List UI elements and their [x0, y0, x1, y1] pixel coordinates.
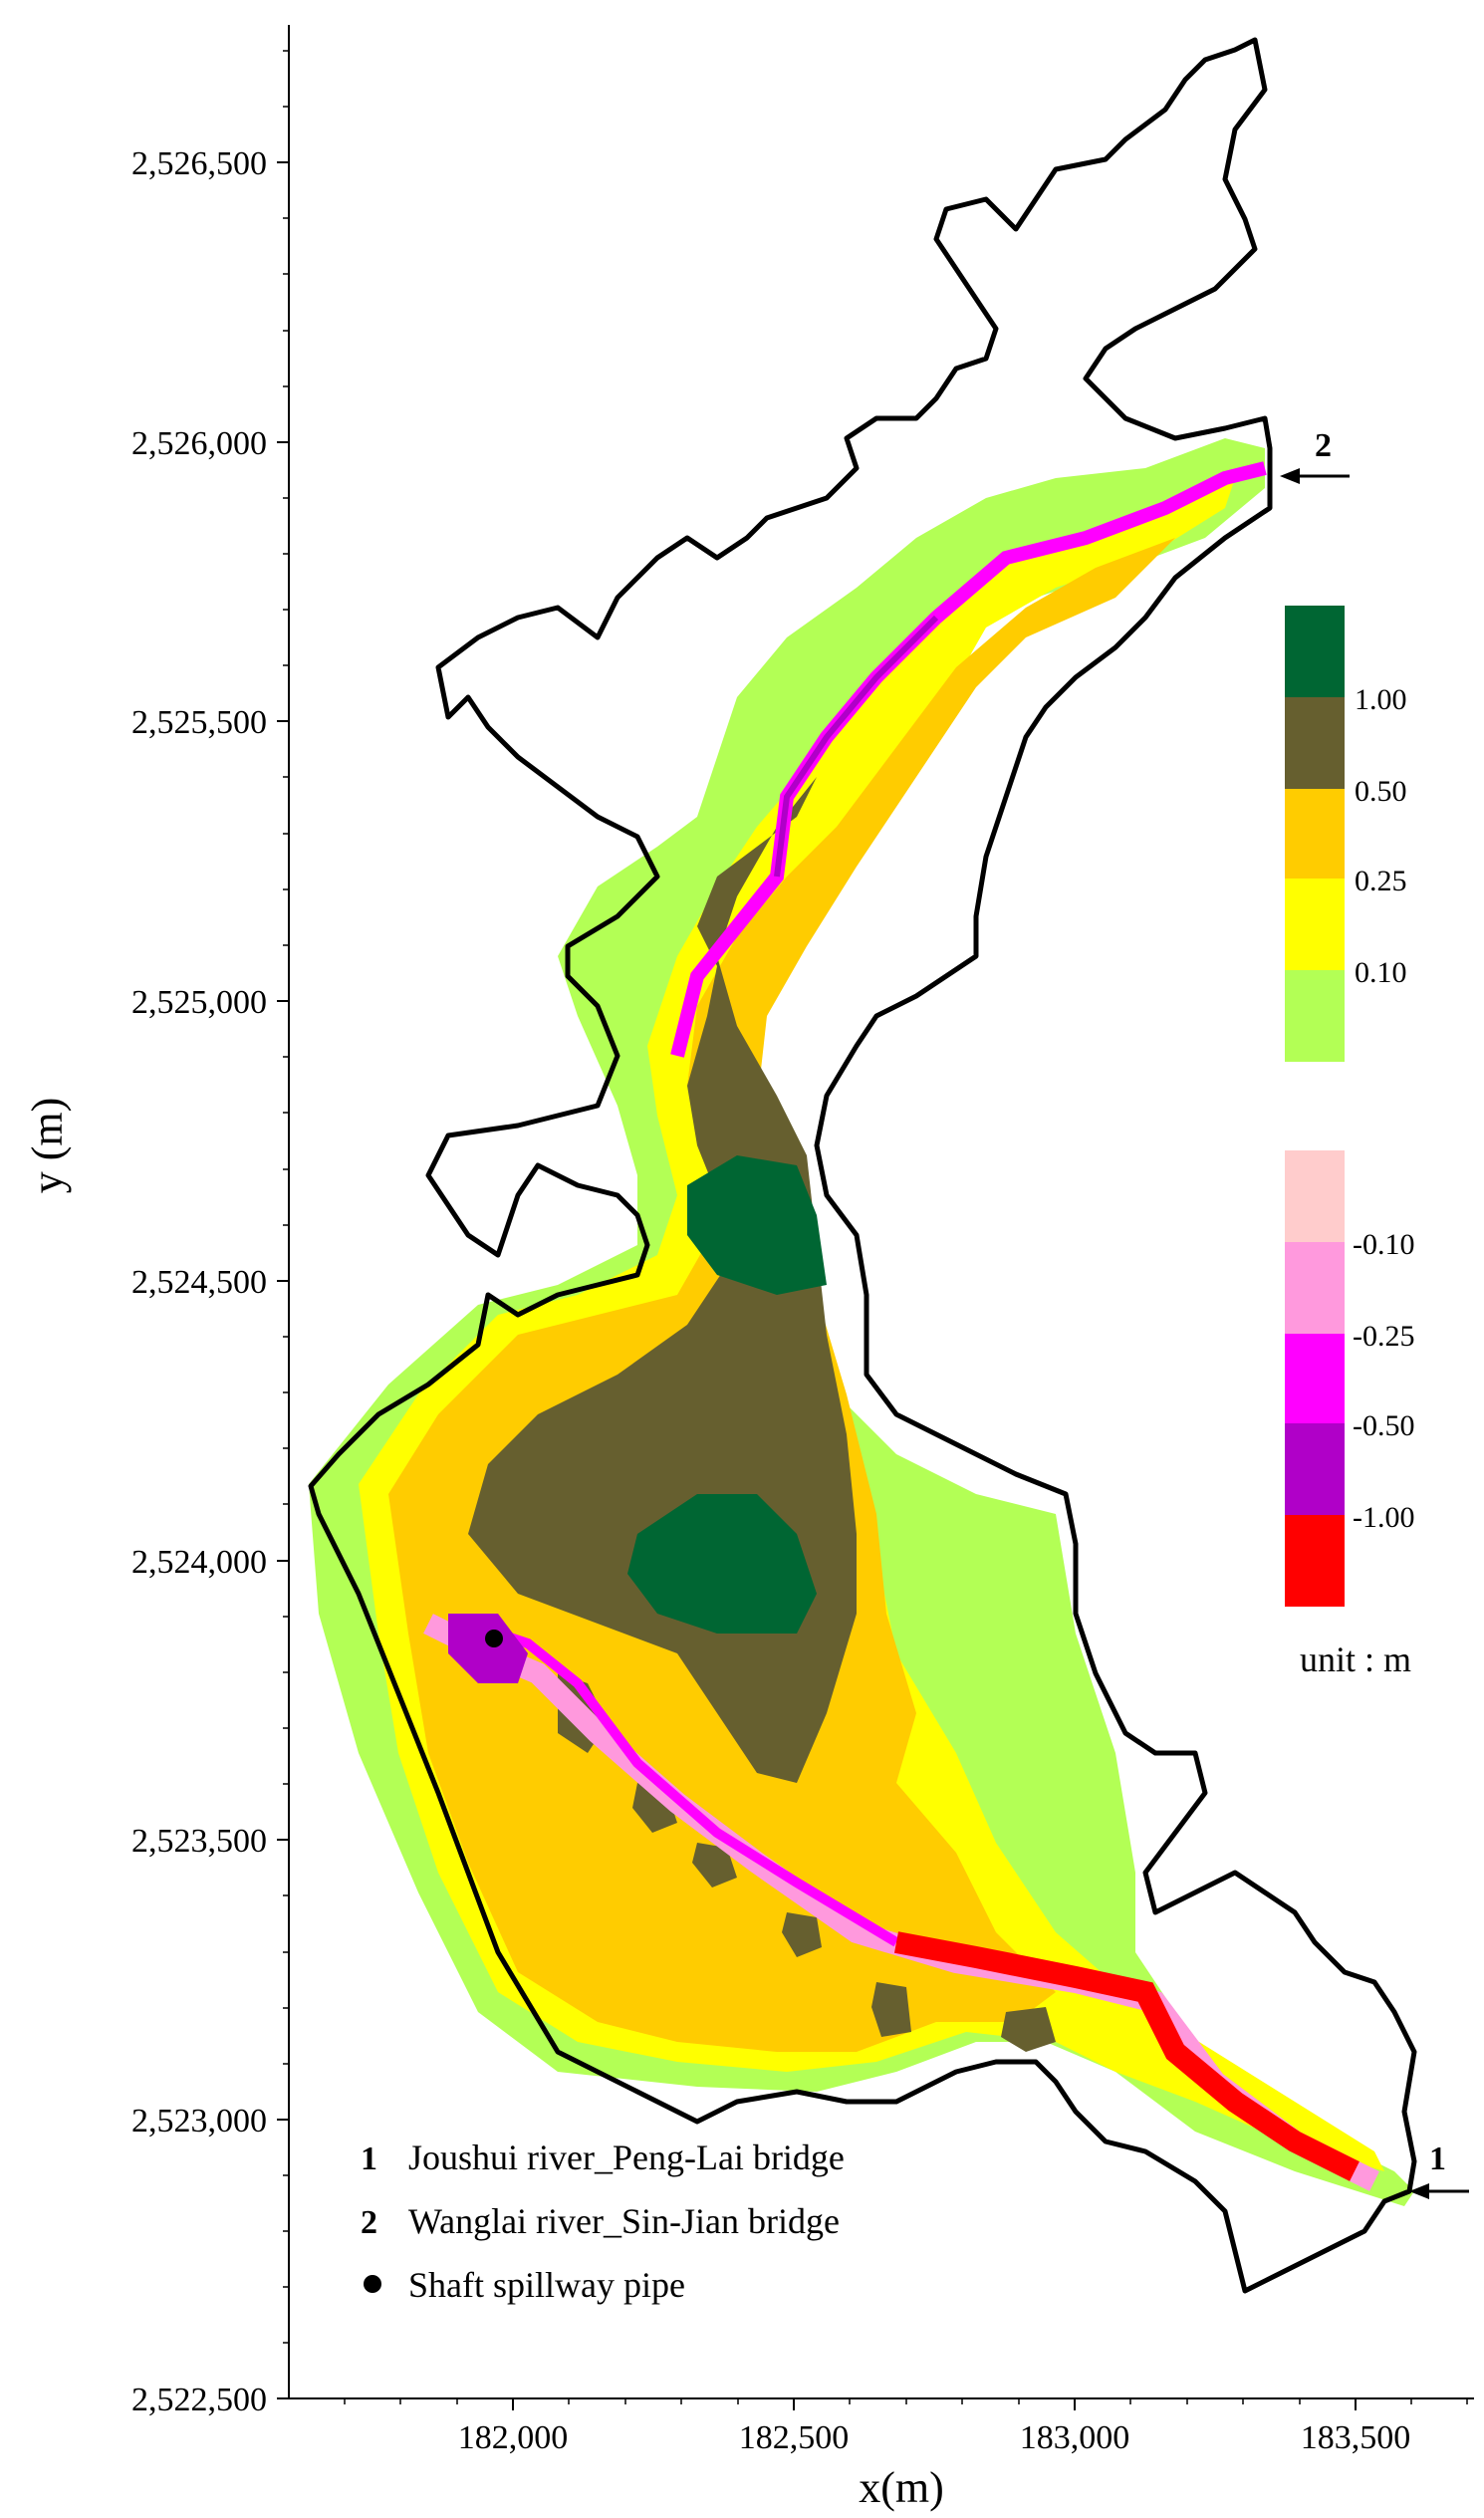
zone-olive-islands — [558, 1673, 1056, 2052]
marker-2-number: 2 — [1315, 427, 1332, 464]
y-tick-label: 2,524,000 — [131, 1544, 267, 1581]
contour-fill — [309, 438, 1414, 2206]
x-tick-label: 183,000 — [1020, 2419, 1130, 2456]
marker-1-number: 1 — [1429, 2140, 1446, 2177]
legend-label: 0.25 — [1355, 865, 1407, 897]
legend-label: -0.10 — [1353, 1228, 1415, 1261]
zone-upper-channel-dark — [774, 615, 939, 878]
y-tick-label: 2,526,000 — [131, 425, 267, 462]
y-tick-label: 2,523,500 — [131, 1823, 267, 1860]
unit-label: unit : m — [1300, 1639, 1411, 1679]
x-tick-label: 182,500 — [739, 2419, 850, 2456]
note-symbol: 2 — [361, 2204, 377, 2241]
y-axis-title: y (m) — [23, 1098, 72, 1194]
reservoir-outline — [308, 37, 1417, 2294]
zone-dark-green-2 — [627, 1494, 817, 1634]
zone-channel-purple — [448, 1614, 528, 1683]
note-text: Joushui river_Peng-Lai bridge — [408, 2138, 845, 2177]
legend-swatch — [1285, 879, 1345, 970]
legend-swatch — [1285, 1515, 1345, 1607]
y-tick-label: 2,525,500 — [131, 704, 267, 741]
arrow-head-icon — [1409, 2183, 1429, 2199]
x-ticks — [512, 2398, 1357, 2410]
y-tick-label: 2,526,500 — [131, 145, 267, 182]
legend-swatch — [1285, 1423, 1345, 1515]
note-text: Wanglai river_Sin-Jian bridge — [408, 2201, 840, 2241]
notes-legend: 1 Joushui river_Peng-Lai bridge 2 Wangla… — [361, 2138, 845, 2305]
legend-label: 0.50 — [1355, 775, 1407, 808]
legend-swatch — [1285, 1150, 1345, 1242]
shaft-spillway-dot-icon — [485, 1630, 503, 1647]
zone-dark-green — [687, 1155, 827, 1295]
zone-channel-red — [893, 1931, 1360, 2181]
y-tick-label: 2,523,000 — [131, 2103, 267, 2140]
marker-1: 1 — [1409, 2140, 1469, 2199]
legend-label: -0.25 — [1353, 1320, 1415, 1353]
legend-swatch — [1285, 697, 1345, 789]
x-tick-label: 183,500 — [1301, 2419, 1411, 2456]
legend-label: -0.50 — [1353, 1409, 1415, 1442]
y-tick-label: 2,525,000 — [131, 984, 267, 1021]
x-tick-label: 182,000 — [458, 2419, 569, 2456]
y-tick-label: 2,522,500 — [131, 2382, 267, 2418]
marker-2: 2 — [1280, 427, 1350, 484]
legend-swatch — [1285, 789, 1345, 879]
legend-swatch — [1285, 1242, 1345, 1334]
y-minor-ticks — [283, 50, 289, 2344]
y-tick-label: 2,524,500 — [131, 1264, 267, 1301]
y-ticks — [277, 161, 289, 2399]
y-tick-labels: 2,526,500 2,526,000 2,525,500 2,525,000 … — [131, 145, 267, 2418]
zone-channel-magenta — [466, 1619, 899, 1947]
x-tick-labels: 182,000 182,500 183,000 183,500 — [458, 2419, 1411, 2456]
shaft-spillway-legend-icon — [364, 2275, 381, 2293]
note-text: Shaft spillway pipe — [408, 2265, 685, 2305]
legend-swatch — [1285, 606, 1345, 697]
x-axis-title: x(m) — [859, 2463, 944, 2512]
legend-label: 1.00 — [1355, 683, 1407, 716]
legend-negative: -0.10 -0.25 -0.50 -1.00 — [1285, 1150, 1415, 1607]
axes — [288, 25, 1474, 2399]
arrow-head-icon — [1280, 468, 1300, 484]
legend-swatch — [1285, 1334, 1345, 1423]
legend-swatch — [1285, 970, 1345, 1062]
legend-label: 0.10 — [1355, 956, 1407, 989]
legend-positive: 1.00 0.50 0.25 0.10 — [1285, 606, 1407, 1062]
x-minor-ticks — [344, 2398, 1468, 2404]
note-symbol: 1 — [361, 2140, 377, 2177]
legend-label: -1.00 — [1353, 1501, 1415, 1534]
